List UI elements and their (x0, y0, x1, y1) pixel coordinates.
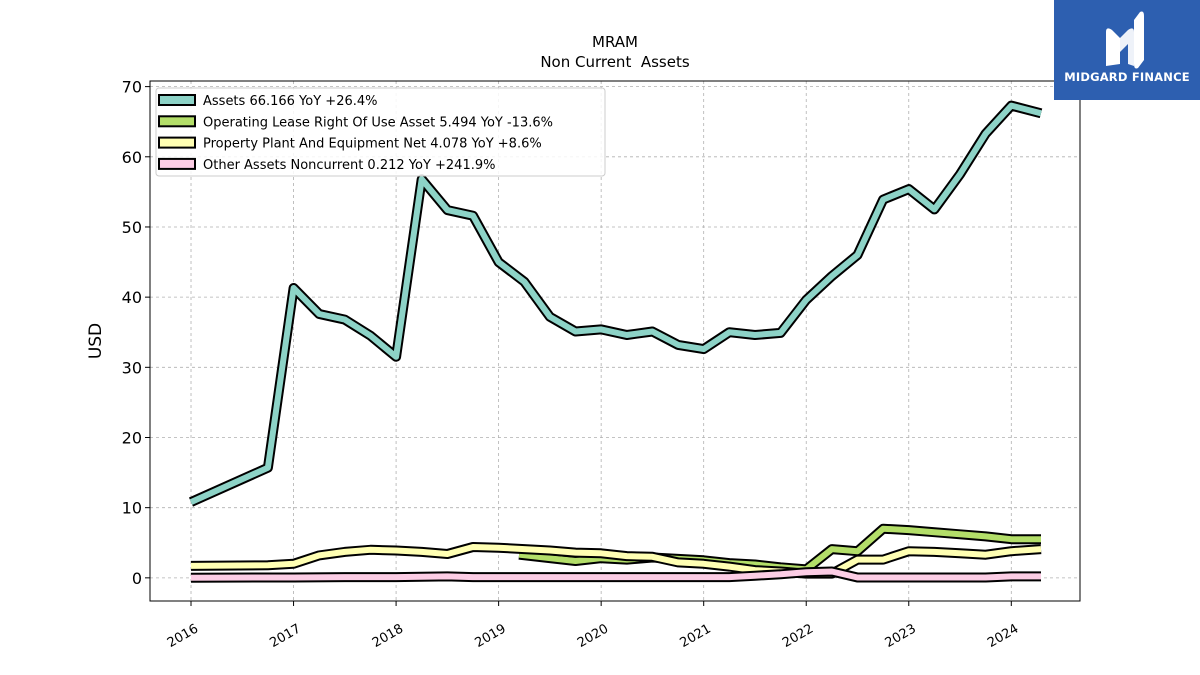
x-axis: 2016 2017 2018 2019 2020 2021 2022 2023 2024 (165, 601, 1021, 651)
series-line-0 (189, 102, 1042, 505)
y-axis-label: USD (86, 323, 106, 359)
legend-swatch-0 (158, 94, 196, 106)
legend: Assets 66.166 YoY +26.4% Operating Lease … (155, 87, 606, 177)
y-tick-label: 10 (122, 499, 142, 518)
x-tick-label: 2021 (678, 621, 714, 651)
chart-title: MRAM (592, 33, 638, 51)
midgard-logo-icon (1106, 11, 1144, 69)
legend-label-0: Assets 66.166 YoY +26.4% (203, 94, 378, 109)
brand-logo: MIDGARD FINANCE (1054, 0, 1200, 100)
x-tick-label: 2016 (165, 621, 201, 651)
x-tick-label: 2023 (883, 621, 919, 651)
legend-box (155, 87, 606, 177)
y-tick-label: 70 (122, 78, 142, 97)
x-tick-label: 2020 (575, 621, 611, 651)
y-tick-label: 50 (122, 218, 142, 237)
legend-label-3: Other Assets Noncurrent 0.212 YoY +241.9… (203, 158, 495, 173)
y-tick-label: 30 (122, 358, 142, 377)
series-line-3 (190, 568, 1041, 581)
y-axis: 0 10 20 30 40 50 60 70 (122, 78, 150, 588)
x-tick-label: 2019 (472, 621, 508, 651)
grid (150, 81, 1080, 601)
series-layer (188, 100, 1043, 583)
y-tick-label: 0 (132, 569, 142, 588)
legend-label-2: Property Plant And Equipment Net 4.078 Y… (203, 137, 542, 152)
brand-name: MIDGARD FINANCE (1064, 70, 1190, 84)
series-line-2 (190, 544, 1042, 577)
legend-swatch-3 (158, 157, 196, 170)
plot-frame (149, 80, 1081, 602)
y-tick-label: 40 (122, 288, 142, 307)
legend-label-1: Operating Lease Right Of Use Asset 5.494… (203, 115, 553, 130)
y-tick-label: 20 (122, 428, 142, 447)
chart-subtitle: Non Current Assets (540, 53, 690, 71)
legend-swatch-1 (158, 115, 196, 128)
x-tick-label: 2017 (267, 621, 303, 651)
x-tick-label: 2022 (780, 621, 816, 651)
x-tick-label: 2018 (370, 621, 406, 651)
y-tick-label: 60 (122, 148, 142, 167)
x-tick-label: 2024 (985, 621, 1021, 651)
legend-swatch-2 (158, 136, 196, 149)
